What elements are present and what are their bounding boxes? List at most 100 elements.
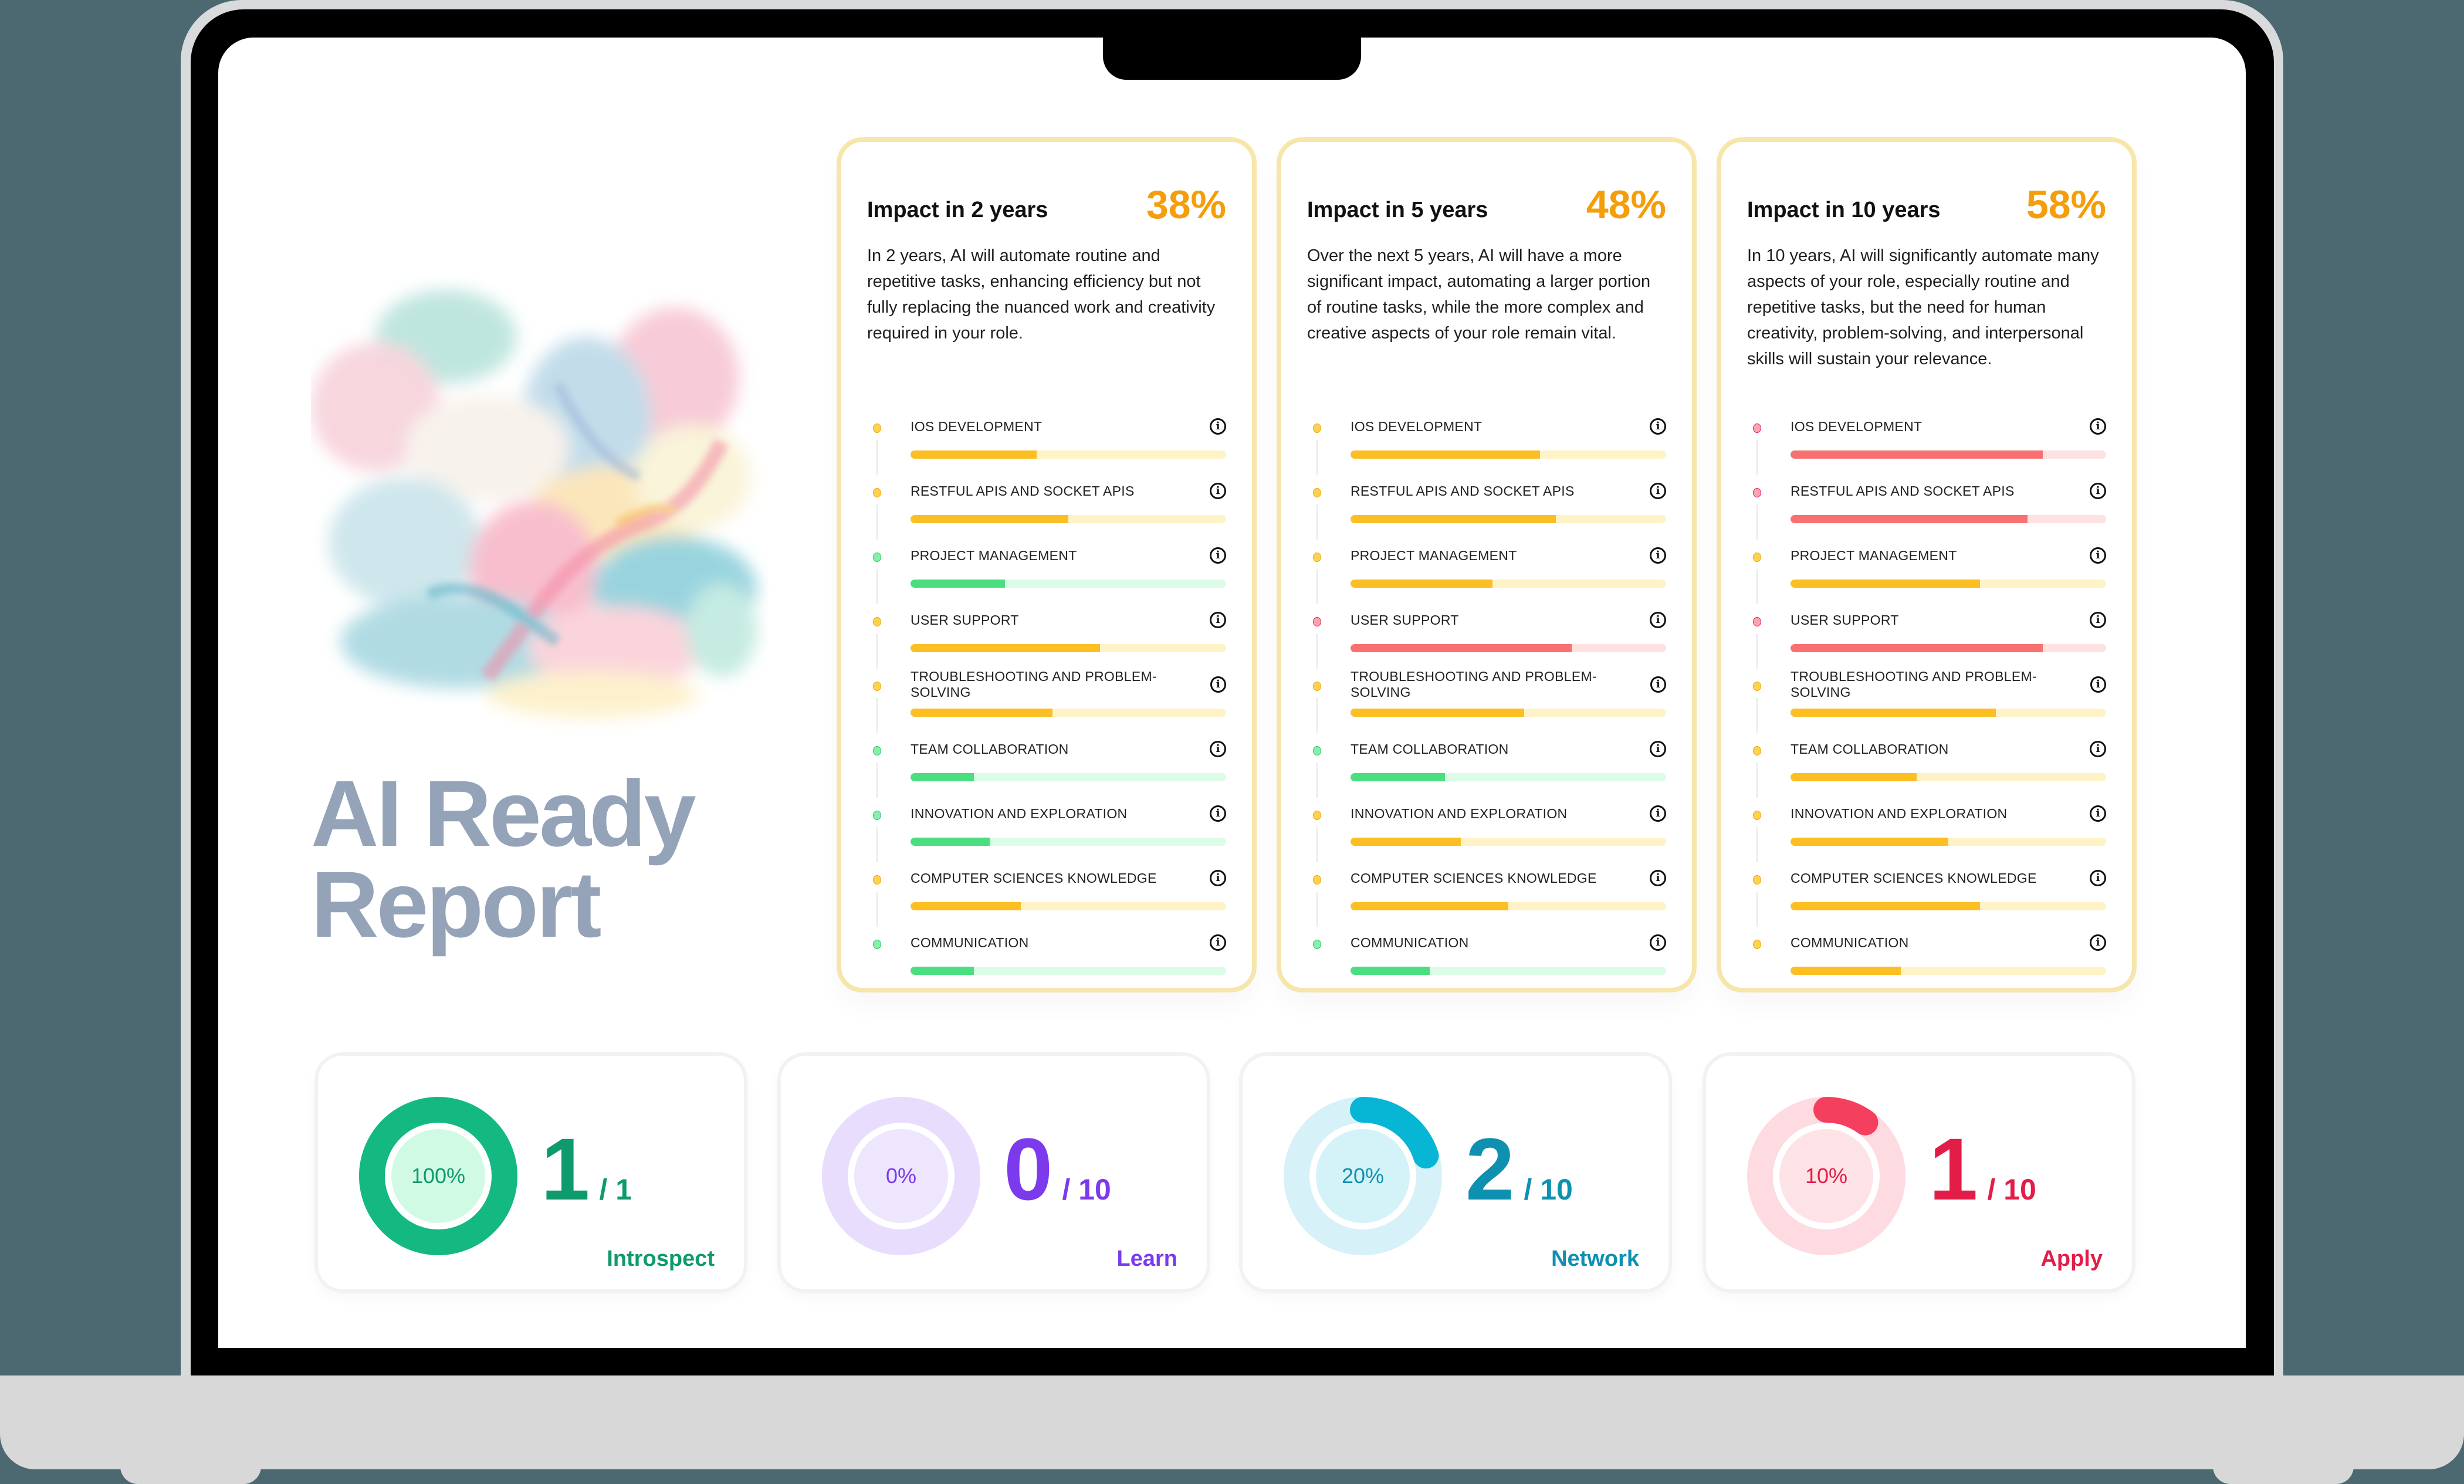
skill-progress-fill <box>1351 902 1508 910</box>
status-dot-icon <box>873 423 881 433</box>
status-dot-icon <box>873 746 881 755</box>
info-icon[interactable]: i <box>2090 934 2106 951</box>
status-dot-icon <box>1313 682 1321 691</box>
page-title-line-1: AI Ready <box>311 761 696 866</box>
skill-progress-bar <box>911 515 1226 523</box>
info-icon[interactable]: i <box>2090 483 2106 499</box>
skill-progress-bar <box>1791 838 2106 846</box>
skill-name: TEAM COLLABORATION <box>911 741 1069 757</box>
skill-item: IOS DEVELOPMENT i <box>1747 416 2106 481</box>
progress-percent: 100% <box>411 1164 466 1188</box>
skill-name: USER SUPPORT <box>911 612 1019 628</box>
info-icon[interactable]: i <box>1650 612 1666 628</box>
status-dot-icon <box>1313 423 1321 433</box>
status-dot-icon <box>873 682 881 691</box>
impact-card-5-years: Impact in 5 years 48% Over the next 5 ye… <box>1277 137 1697 992</box>
info-icon[interactable]: i <box>1210 676 1226 693</box>
info-icon[interactable]: i <box>2090 741 2106 757</box>
skill-name: INNOVATION AND EXPLORATION <box>1791 805 2008 821</box>
skill-progress-bar <box>1351 450 1666 459</box>
skill-item: PROJECT MANAGEMENT i <box>867 546 1226 610</box>
info-icon[interactable]: i <box>1210 934 1226 951</box>
stat-label-link[interactable]: Introspect <box>607 1246 715 1271</box>
progress-percent: 10% <box>1805 1164 1848 1188</box>
card-title: Impact in 2 years <box>867 198 1048 222</box>
info-icon[interactable]: i <box>2090 676 2106 693</box>
skill-progress-fill <box>911 838 990 846</box>
info-icon[interactable]: i <box>1210 612 1226 628</box>
abstract-artwork-image <box>311 290 757 718</box>
info-icon[interactable]: i <box>2090 418 2106 435</box>
stat-card-network[interactable]: 20% 2 / 10 Network <box>1239 1052 1672 1293</box>
skill-progress-fill <box>1351 644 1572 652</box>
skill-progress-bar <box>1791 644 2106 652</box>
info-icon[interactable]: i <box>1650 483 1666 499</box>
timeline-connector <box>876 827 878 862</box>
info-icon[interactable]: i <box>1210 870 1226 886</box>
skill-item: COMMUNICATION i <box>867 933 1226 997</box>
camera-notch <box>1103 35 1361 80</box>
skill-name: USER SUPPORT <box>1351 612 1459 628</box>
info-icon[interactable]: i <box>1210 483 1226 499</box>
skill-name: TROUBLESHOOTING AND PROBLEM-SOLVING <box>1351 669 1597 700</box>
info-icon[interactable]: i <box>1210 547 1226 564</box>
status-dot-icon <box>1313 811 1321 820</box>
stat-count-value: 1 <box>1929 1120 1978 1218</box>
info-icon[interactable]: i <box>1210 805 1226 822</box>
skill-progress-fill <box>1791 773 1917 781</box>
stat-label-link[interactable]: Network <box>1551 1246 1639 1271</box>
stat-label-link[interactable]: Learn <box>1116 1246 1177 1271</box>
skill-progress-bar <box>1791 450 2106 459</box>
info-icon[interactable]: i <box>1650 547 1666 564</box>
skill-list: IOS DEVELOPMENT i RESTFUL APIS AND SOCKET … <box>1307 416 1666 997</box>
stat-card-introspect[interactable]: 100% 1 / 1 Introspect <box>314 1052 747 1293</box>
stat-card-learn[interactable]: 0% 0 / 10 Learn <box>777 1052 1210 1293</box>
info-icon[interactable]: i <box>1210 741 1226 757</box>
info-icon[interactable]: i <box>2090 612 2106 628</box>
skill-name: COMMUNICATION <box>1791 934 1909 950</box>
skill-progress-bar <box>1351 644 1666 652</box>
stat-card-apply[interactable]: 10% 1 / 10 Apply <box>1703 1052 2135 1293</box>
skill-item: COMMUNICATION i <box>1747 933 2106 997</box>
stat-count: 2 / 10 <box>1465 1125 1573 1213</box>
info-icon[interactable]: i <box>1210 418 1226 435</box>
info-icon[interactable]: i <box>1650 934 1666 951</box>
skill-item: COMPUTER SCIENCES KNOWLEDGE i <box>1747 868 2106 933</box>
skill-progress-bar <box>911 967 1226 975</box>
info-icon[interactable]: i <box>2090 547 2106 564</box>
info-icon[interactable]: i <box>2090 870 2106 886</box>
skill-item: INNOVATION AND EXPLORATION i <box>867 804 1226 868</box>
skill-progress-bar <box>1351 709 1666 717</box>
timeline-connector <box>876 698 878 733</box>
card-description: In 10 years, AI will significantly autom… <box>1747 246 2099 368</box>
info-icon[interactable]: i <box>1650 418 1666 435</box>
timeline-connector <box>876 440 878 475</box>
stat-count-total: / 1 <box>599 1173 632 1206</box>
progress-ring <box>359 1097 517 1255</box>
timeline-connector <box>876 504 878 540</box>
skill-progress-fill <box>911 515 1068 523</box>
stat-label-link[interactable]: Apply <box>2040 1246 2103 1271</box>
skill-progress-bar <box>1791 580 2106 588</box>
info-icon[interactable]: i <box>2090 805 2106 822</box>
card-description: Over the next 5 years, AI will have a mo… <box>1307 246 1651 343</box>
info-icon[interactable]: i <box>1650 870 1666 886</box>
timeline-connector <box>1756 892 1758 927</box>
info-icon[interactable]: i <box>1650 741 1666 757</box>
skill-name: TROUBLESHOOTING AND PROBLEM-SOLVING <box>911 669 1157 700</box>
timeline-connector <box>1316 569 1318 604</box>
progress-ring <box>822 1097 980 1255</box>
impact-percent: 48% <box>1586 182 1666 227</box>
info-icon[interactable]: i <box>1650 676 1666 693</box>
progress-percent: 20% <box>1341 1164 1385 1188</box>
skill-progress-fill <box>1351 709 1524 717</box>
skill-progress-fill <box>911 644 1100 652</box>
impact-percent: 38% <box>1146 182 1226 227</box>
skill-progress-fill <box>1351 773 1446 781</box>
skill-item: RESTFUL APIS AND SOCKET APIS i <box>1747 481 2106 546</box>
timeline-connector <box>876 633 878 669</box>
timeline-connector <box>1316 633 1318 669</box>
info-icon[interactable]: i <box>1650 805 1666 822</box>
timeline-connector <box>1756 633 1758 669</box>
skill-item: COMPUTER SCIENCES KNOWLEDGE i <box>867 868 1226 933</box>
